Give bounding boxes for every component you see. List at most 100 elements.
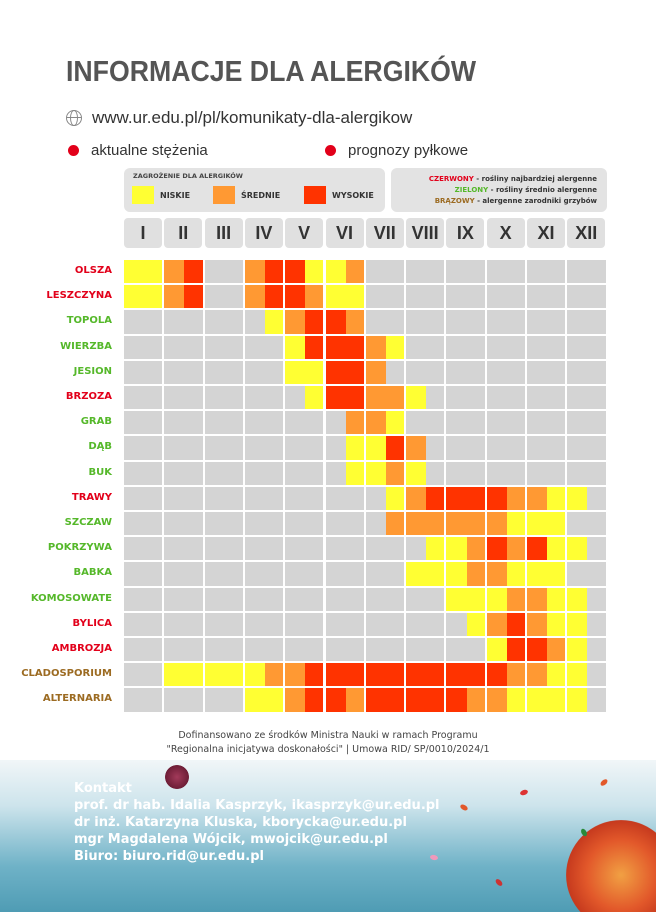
pollen-cell (265, 360, 284, 384)
petal-icon (519, 788, 529, 797)
pollen-cell (305, 688, 324, 712)
pollen-cell (325, 638, 346, 662)
plant-legend-entry: CZERWONY - rośliny najbardziej alergenne (429, 175, 597, 183)
pollen-cell (144, 285, 163, 309)
pollen-cell (385, 512, 405, 536)
pollen-cell (244, 310, 266, 334)
pollen-cell (365, 537, 386, 561)
pollen-cell (506, 285, 525, 309)
pollen-cell (506, 461, 525, 485)
pollen-cell (385, 486, 405, 510)
pollen-cell (124, 537, 145, 561)
pollen-cell (385, 638, 405, 662)
plant-label: TRAWY (71, 491, 112, 503)
pollen-cell (466, 587, 485, 611)
pollen-cell (506, 386, 525, 410)
pollen-cell (224, 436, 243, 460)
pollen-cell (486, 663, 507, 687)
pollen-cell (426, 486, 445, 510)
pollen-cell (325, 688, 346, 712)
contact-line[interactable]: prof. dr hab. Idalia Kasprzyk, ikasprzyk… (74, 798, 440, 813)
pollen-cell (426, 436, 445, 460)
pollen-cell (446, 285, 467, 309)
pollen-cell (385, 562, 405, 586)
pollen-cell (224, 386, 243, 410)
pollen-cell (244, 638, 266, 662)
pollen-cell (486, 537, 507, 561)
pollen-cell (265, 260, 284, 284)
page-title: INFORMACJE DLA ALERGIKÓW (66, 56, 477, 88)
pollen-cell (285, 411, 306, 435)
pollen-cell (325, 310, 346, 334)
pollen-cell (325, 386, 346, 410)
pollen-cell (325, 411, 346, 435)
pollen-cell (506, 638, 525, 662)
pollen-cell (305, 335, 324, 359)
pollen-cell (446, 562, 467, 586)
pollen-cell (426, 587, 445, 611)
pollen-cell (547, 285, 566, 309)
pollen-cell (164, 436, 185, 460)
plant-legend-entry: ZIELONY - rośliny średnio alergenne (455, 186, 597, 194)
contact-line[interactable]: Biuro: biuro.rid@ur.edu.pl (74, 849, 264, 864)
pollen-cell (345, 688, 364, 712)
website-link[interactable]: www.ur.edu.pl/pl/komunikaty-dla-alergiko… (66, 108, 412, 128)
pollen-cell (365, 461, 386, 485)
pollen-cell (164, 512, 185, 536)
pollen-cell (184, 537, 203, 561)
pollen-cell (385, 663, 405, 687)
pollen-cell (244, 587, 266, 611)
pollen-cell (124, 285, 145, 309)
pollen-cell (265, 688, 284, 712)
pollen-cell (144, 638, 163, 662)
pollen-cell (506, 436, 525, 460)
pollen-cell (506, 663, 525, 687)
pollen-cell (124, 562, 145, 586)
pollen-cell (406, 512, 427, 536)
website-url[interactable]: www.ur.edu.pl/pl/komunikaty-dla-alergiko… (92, 108, 413, 127)
pollen-cell (567, 285, 588, 309)
pollen-cell (164, 612, 185, 636)
pollen-cell (385, 461, 405, 485)
pollen-cell (587, 335, 606, 359)
pollen-cell (506, 360, 525, 384)
pollen-cell (184, 486, 203, 510)
pollen-cell (365, 436, 386, 460)
legend-current: aktualne stężenia (68, 142, 208, 159)
pollen-cell (305, 512, 324, 536)
pollen-cell (486, 335, 507, 359)
pollen-cell (486, 436, 507, 460)
pollen-cell (486, 688, 507, 712)
plant-label: BYLICA (72, 617, 113, 629)
pollen-cell (305, 386, 324, 410)
pollen-cell (285, 537, 306, 561)
pollen-cell (124, 587, 145, 611)
contact-line[interactable]: dr inż. Katarzyna Kluska, kborycka@ur.ed… (74, 815, 407, 830)
contact-line[interactable]: mgr Magdalena Wójcik, mwojcik@ur.edu.pl (74, 832, 388, 847)
pollen-cell (587, 386, 606, 410)
pollen-cell (587, 638, 606, 662)
contact-banner: Kontakt prof. dr hab. Idalia Kasprzyk, i… (0, 760, 656, 912)
pollen-cell (164, 386, 185, 410)
pollen-cell (466, 461, 485, 485)
pollen-cell (406, 587, 427, 611)
pollen-cell (144, 411, 163, 435)
pollen-cell (325, 436, 346, 460)
petal-icon (599, 778, 609, 787)
pollen-cell (406, 663, 427, 687)
pollen-cell (345, 461, 364, 485)
month-label: XI (527, 218, 565, 248)
pollen-cell (124, 663, 145, 687)
pollen-cell (466, 436, 485, 460)
pollen-cell (265, 612, 284, 636)
pollen-cell (144, 537, 163, 561)
pollen-cell (144, 386, 163, 410)
pollen-cell (527, 486, 548, 510)
pollen-cell (265, 461, 284, 485)
plant-label: ALTERNARIA (42, 693, 112, 705)
pollen-cell (325, 486, 346, 510)
pollen-cell (285, 688, 306, 712)
pollen-cell (164, 587, 185, 611)
pollen-cell (265, 562, 284, 586)
pollen-cell (567, 335, 588, 359)
